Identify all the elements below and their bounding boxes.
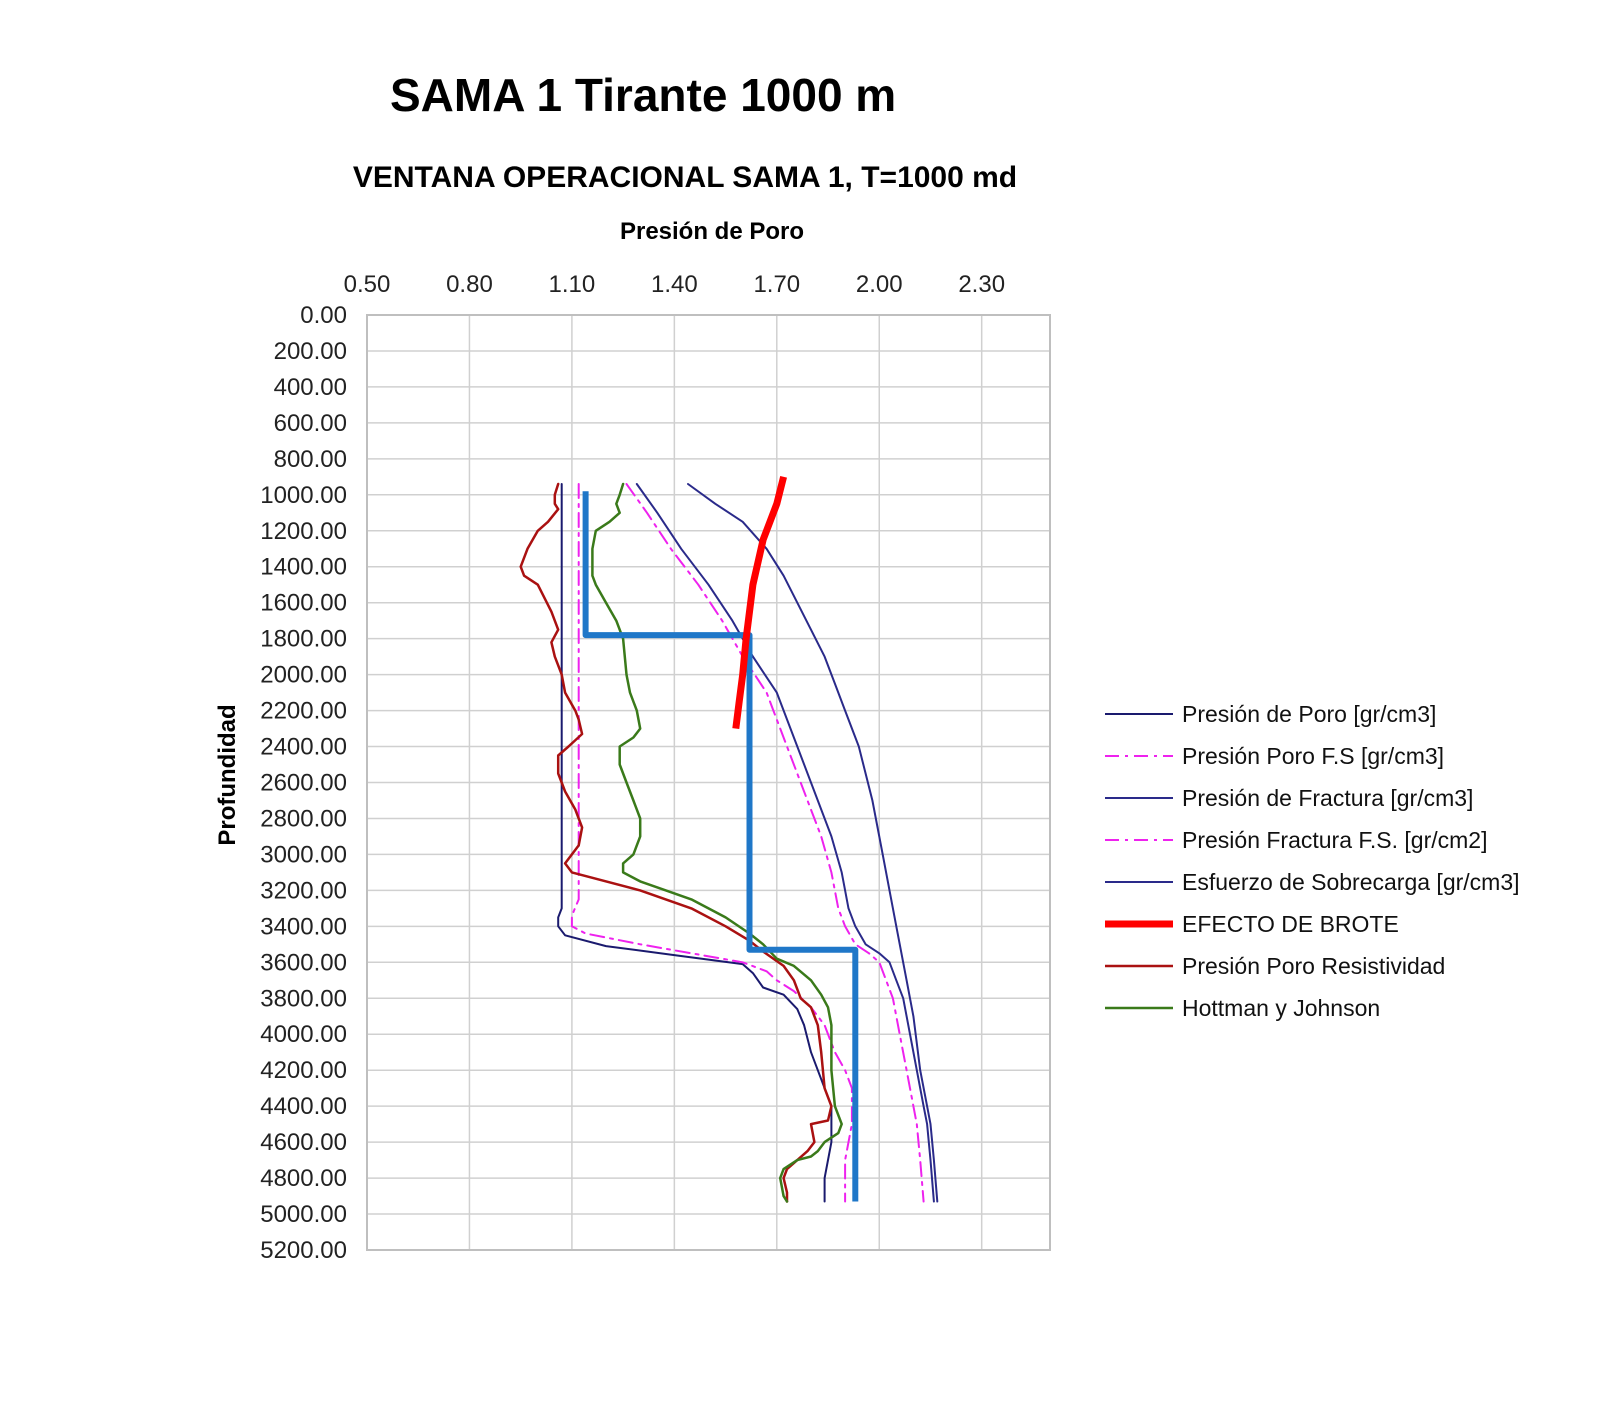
legend-item: EFECTO DE BROTE [1105, 911, 1399, 937]
legend-label: EFECTO DE BROTE [1182, 911, 1399, 937]
legend-item: Esfuerzo de Sobrecarga [gr/cm3] [1105, 869, 1520, 895]
series-presion-de-poro-gr-cm3-line [557, 483, 833, 1203]
y-tick-label: 600.00 [274, 410, 347, 437]
legend-item: Presión Poro Resistividad [1105, 953, 1445, 979]
series-presion-de-fractura-gr-cm3-line [635, 483, 935, 1203]
legend-label: Presión Poro F.S [gr/cm3] [1182, 743, 1444, 769]
series-esfuerzo-de-sobrecarga-gr-cm3-line [687, 483, 939, 1203]
y-tick-label: 3200.00 [260, 877, 347, 904]
x-tick-label: 0.80 [446, 271, 493, 298]
x-tick-label: 2.30 [958, 271, 1005, 298]
legend-label: Esfuerzo de Sobrecarga [gr/cm3] [1182, 869, 1520, 895]
y-tick-label: 2600.00 [260, 770, 347, 797]
x-tick-label: 0.50 [344, 271, 391, 298]
y-tick-label: 3600.00 [260, 949, 347, 976]
legend-label: Hottman y Johnson [1182, 995, 1380, 1021]
y-tick-label: 1600.00 [260, 590, 347, 617]
y-tick-label: 4800.00 [260, 1165, 347, 1192]
x-tick-label: 2.00 [856, 271, 903, 298]
x-tick-label: 1.10 [549, 271, 596, 298]
axis-ticks: 0.50 0.80 1.10 1.40 1.70 2.00 2.30 0.00 200.00 40… [260, 271, 1005, 1264]
y-tick-label: 200.00 [274, 338, 347, 365]
legend-item: Presión de Poro [gr/cm3] [1105, 701, 1436, 727]
legend-label: Presión Poro Resistividad [1182, 953, 1445, 979]
y-tick-label: 2800.00 [260, 805, 347, 832]
y-tick-label: 4400.00 [260, 1093, 347, 1120]
y-tick-label: 4600.00 [260, 1129, 347, 1156]
y-tick-label: 2200.00 [260, 698, 347, 725]
y-tick-label: 2000.00 [260, 662, 347, 689]
plot-frame [366, 314, 1051, 1251]
y-tick-label: 1000.00 [260, 482, 347, 509]
x-axis-label: Presión de Poro [620, 218, 804, 245]
y-tick-label: 5200.00 [260, 1237, 347, 1264]
y-tick-label: 4200.00 [260, 1057, 347, 1084]
y-tick-label: 1200.00 [260, 518, 347, 545]
legend-item: Presión de Fractura [gr/cm3] [1105, 785, 1473, 811]
x-tick-label: 1.40 [651, 271, 698, 298]
legend-item: Hottman y Johnson [1105, 995, 1380, 1021]
series-presion-fractura-f-s-gr-cm2-line [625, 483, 925, 1203]
series-hottman-y-johnson-line [591, 482, 843, 1203]
legend-label: Presión Fractura F.S. [gr/cm2] [1182, 827, 1487, 853]
y-tick-label: 3400.00 [260, 913, 347, 940]
legend-label: Presión de Poro [gr/cm3] [1182, 701, 1436, 727]
legend-label: Presión de Fractura [gr/cm3] [1182, 785, 1473, 811]
y-tick-label: 1400.00 [260, 554, 347, 581]
y-axis-label: Profundidad [214, 704, 241, 845]
y-tick-label: 2400.00 [260, 734, 347, 761]
x-tick-label: 1.70 [753, 271, 800, 298]
grid-lines [366, 314, 1050, 1251]
series-presion-poro-f-s-gr-cm3-line [570, 483, 853, 1203]
series-ventana-asentamiento-tr-line [582, 491, 859, 1202]
series-efecto-de-brote-line [732, 475, 787, 730]
legend-item: Presión Fractura F.S. [gr/cm2] [1105, 827, 1487, 853]
y-tick-label: 1800.00 [260, 626, 347, 653]
page-title: SAMA 1 Tirante 1000 m [390, 69, 897, 121]
y-tick-label: 4000.00 [260, 1021, 347, 1048]
chart-title: VENTANA OPERACIONAL SAMA 1, T=1000 md [353, 161, 1017, 194]
legend-item: Presión Poro F.S [gr/cm3] [1105, 743, 1444, 769]
y-tick-label: 3800.00 [260, 985, 347, 1012]
y-tick-label: 0.00 [300, 302, 347, 329]
y-tick-label: 800.00 [274, 446, 347, 473]
series-presion-poro-resistividad-line [519, 482, 833, 1203]
series-layer [519, 475, 939, 1203]
legend: Presión de Poro [gr/cm3] Presión Poro F.S… [1105, 701, 1520, 1021]
y-tick-label: 400.00 [274, 374, 347, 401]
y-tick-label: 5000.00 [260, 1201, 347, 1228]
y-tick-label: 3000.00 [260, 841, 347, 868]
